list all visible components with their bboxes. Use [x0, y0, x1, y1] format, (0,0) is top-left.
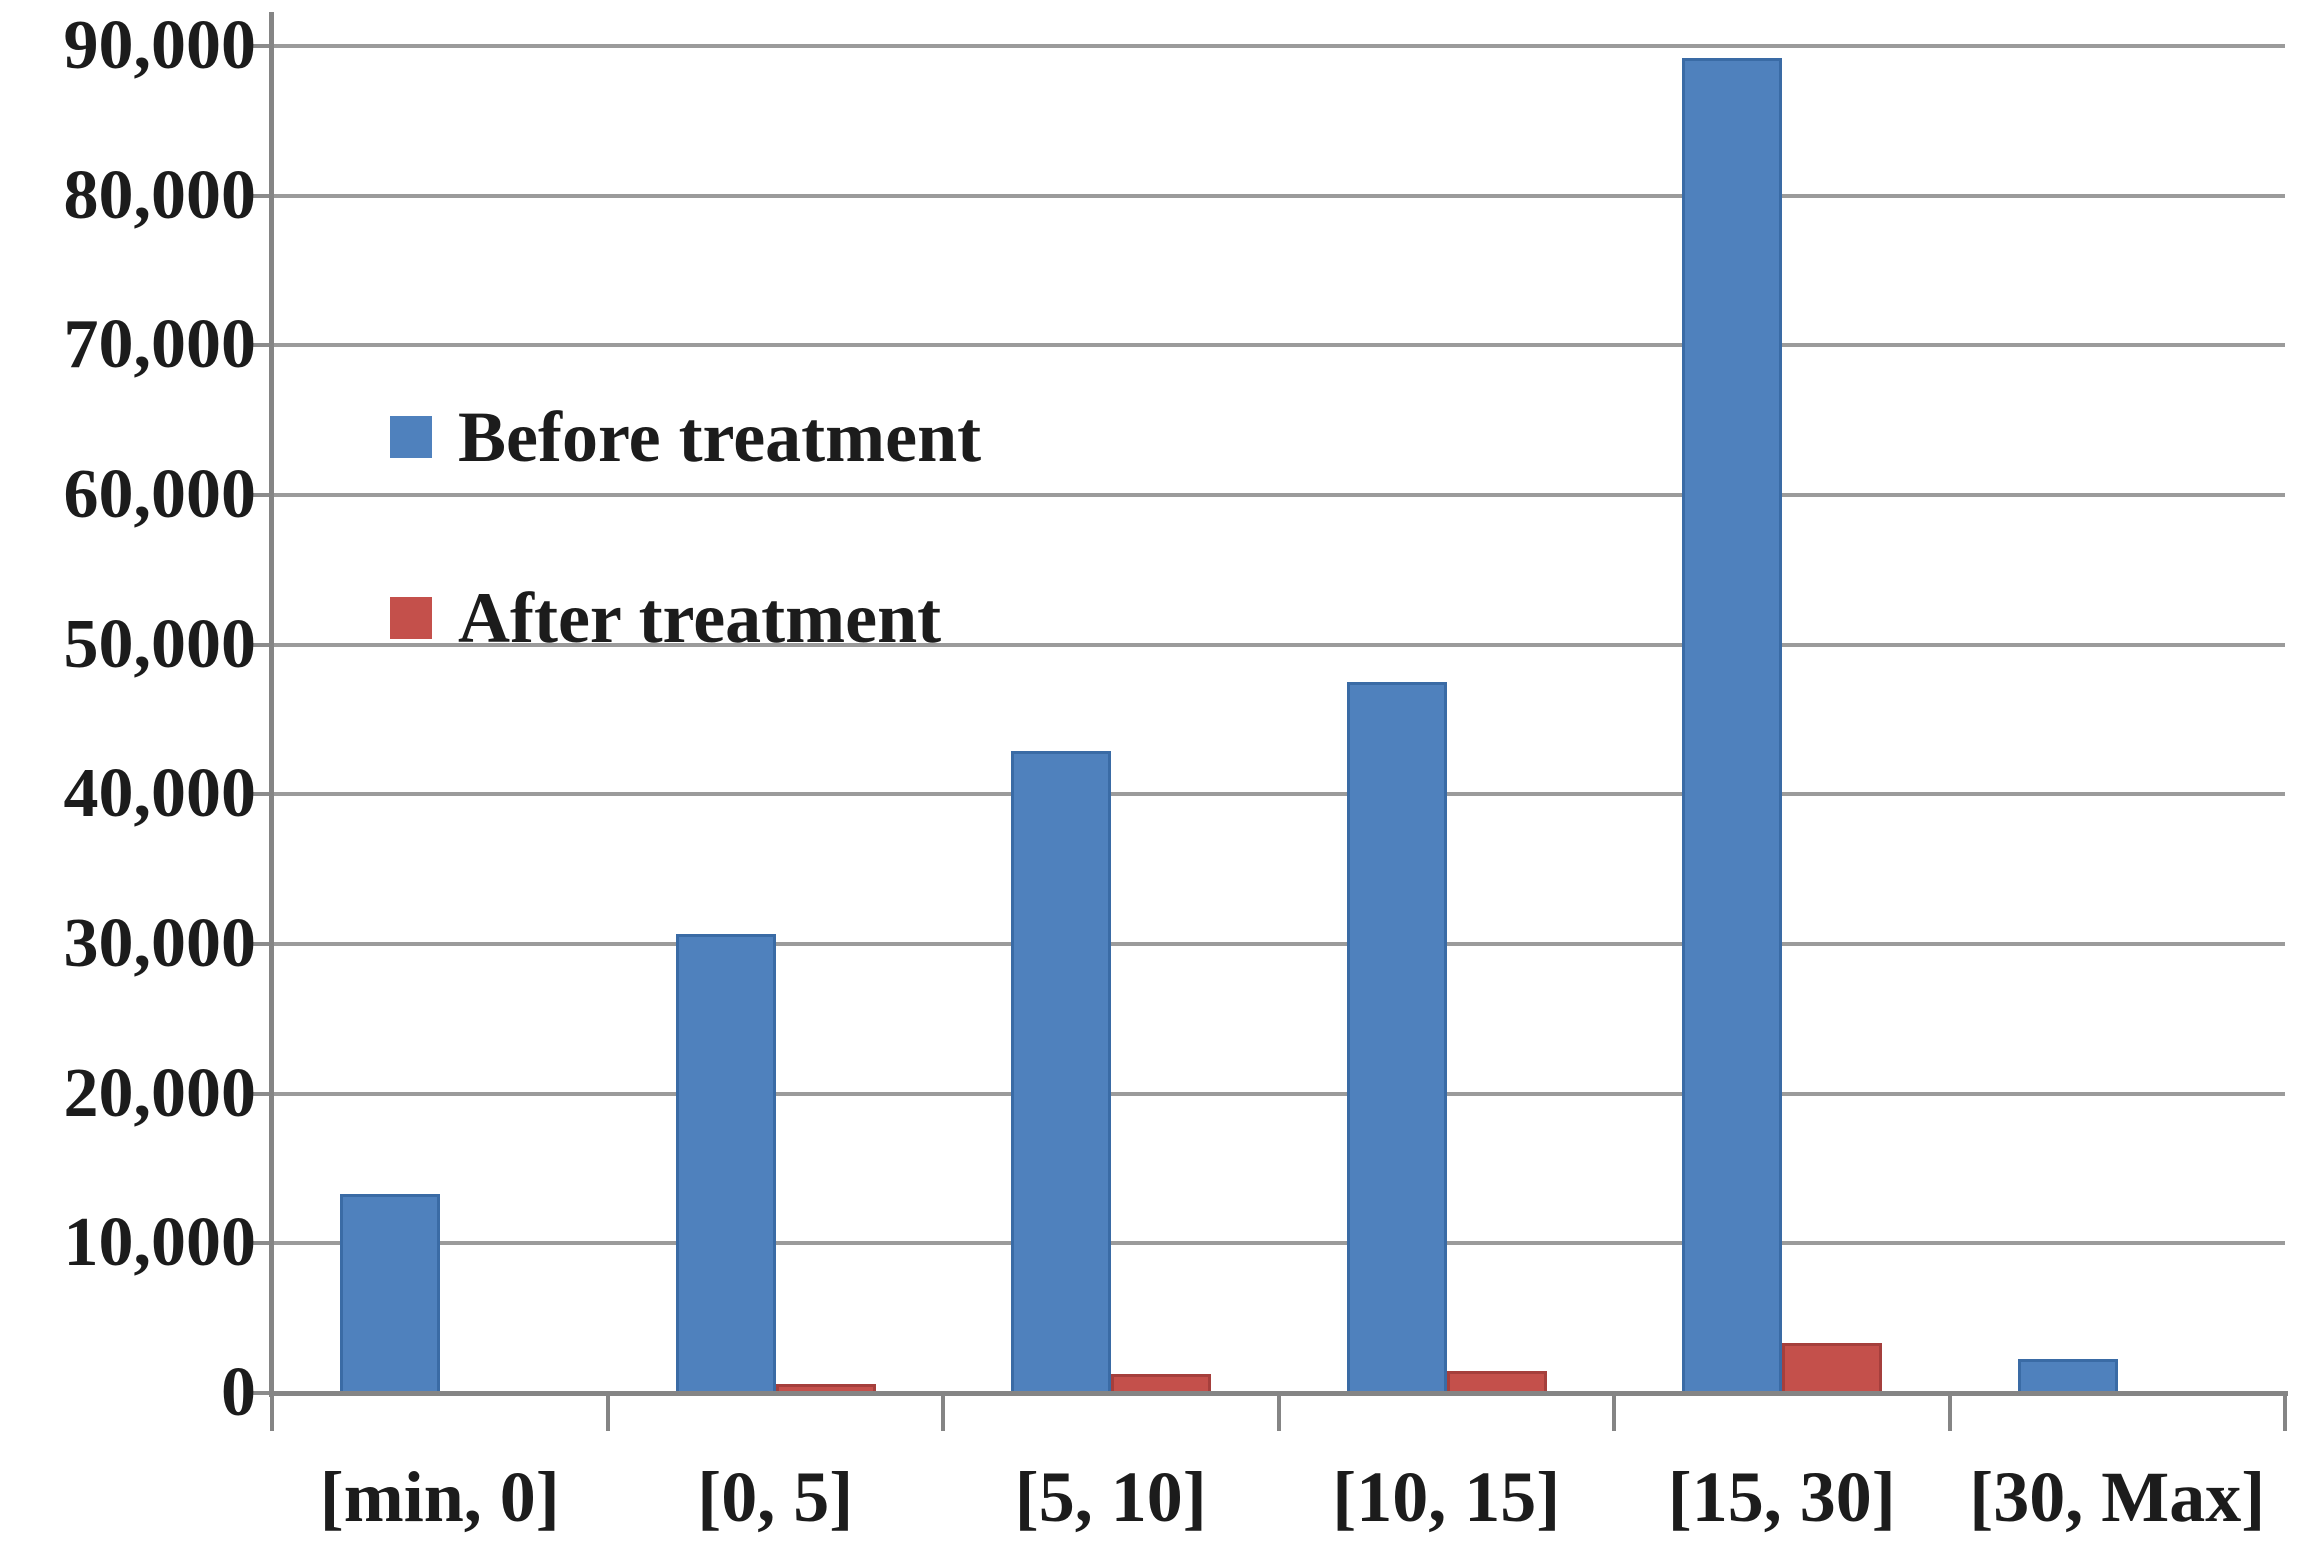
x-axis-tick: [1612, 1393, 1616, 1431]
x-axis-tick-label: [15, 30]: [1667, 1457, 1896, 1537]
y-axis-tick-label: 20,000: [63, 1054, 257, 1132]
x-axis-tick-label: [10, 15]: [1332, 1457, 1561, 1537]
legend-label-after-treatment: After treatment: [458, 578, 942, 658]
legend-item-after-treatment: After treatment: [390, 581, 941, 655]
legend-swatch-after-treatment-icon: [390, 597, 432, 639]
y-axis-tick: [248, 193, 272, 198]
y-axis-tick: [248, 1391, 272, 1395]
y-axis-tick-label: 60,000: [63, 456, 257, 533]
y-gridline: [272, 642, 2285, 647]
legend-label-before-treatment: Before treatment: [458, 397, 982, 477]
legend-swatch-before-treatment-icon: [390, 416, 432, 458]
x-axis-tick: [1276, 1393, 1281, 1431]
y-axis-tick: [248, 44, 272, 48]
x-axis-tick-label: [5, 10]: [1014, 1457, 1207, 1537]
y-axis-tick-label: 50,000: [63, 605, 257, 683]
bar-before-treatment-5: [2017, 1359, 2118, 1393]
y-gridline: [272, 493, 2285, 497]
bar-after-treatment-1: [775, 1384, 876, 1393]
y-gridline: [272, 792, 2285, 797]
x-axis-tick: [941, 1393, 945, 1431]
y-axis-tick-label: 90,000: [63, 7, 257, 84]
y-gridline: [272, 1091, 2285, 1096]
bar-before-treatment-4: [1682, 57, 1782, 1393]
x-axis-tick-label: [30, Max]: [1969, 1457, 2266, 1537]
y-axis-line: [269, 12, 274, 1397]
y-axis-tick: [248, 642, 272, 647]
y-gridline: [272, 193, 2285, 198]
y-gridline: [272, 1241, 2285, 1246]
y-axis-tick-label: 80,000: [63, 156, 257, 234]
y-axis-tick: [248, 493, 272, 497]
x-axis-tick: [270, 1393, 274, 1431]
bar-before-treatment-1: [675, 933, 776, 1393]
y-axis-tick-label: 70,000: [63, 306, 257, 384]
legend-item-before-treatment: Before treatment: [390, 400, 981, 474]
y-axis-tick-label: 10,000: [63, 1204, 257, 1282]
x-axis-tick: [1947, 1393, 1952, 1431]
x-axis-tick-label: [0, 5]: [697, 1457, 854, 1537]
x-axis-tick: [605, 1393, 610, 1431]
y-gridline: [272, 44, 2285, 48]
y-axis-tick: [248, 942, 272, 946]
y-axis-tick-label: 30,000: [63, 905, 257, 982]
y-axis-tick: [248, 1091, 272, 1096]
bar-before-treatment-0: [340, 1193, 440, 1393]
y-axis-tick: [248, 792, 272, 797]
y-axis-tick: [248, 1241, 272, 1246]
bar-after-treatment-2: [1111, 1374, 1211, 1393]
bar-after-treatment-4: [1782, 1343, 1882, 1393]
x-axis-tick: [2283, 1393, 2287, 1431]
x-axis-tick-label: [min, 0]: [319, 1457, 560, 1537]
y-gridline: [272, 343, 2285, 348]
y-axis-tick: [248, 343, 272, 348]
y-axis-tick-label: 0: [221, 1354, 256, 1431]
y-axis-tick-label: 40,000: [63, 755, 257, 833]
bar-before-treatment-2: [1011, 750, 1111, 1393]
bar-after-treatment-3: [1446, 1370, 1547, 1393]
y-gridline: [272, 942, 2285, 946]
bar-before-treatment-3: [1346, 682, 1447, 1393]
